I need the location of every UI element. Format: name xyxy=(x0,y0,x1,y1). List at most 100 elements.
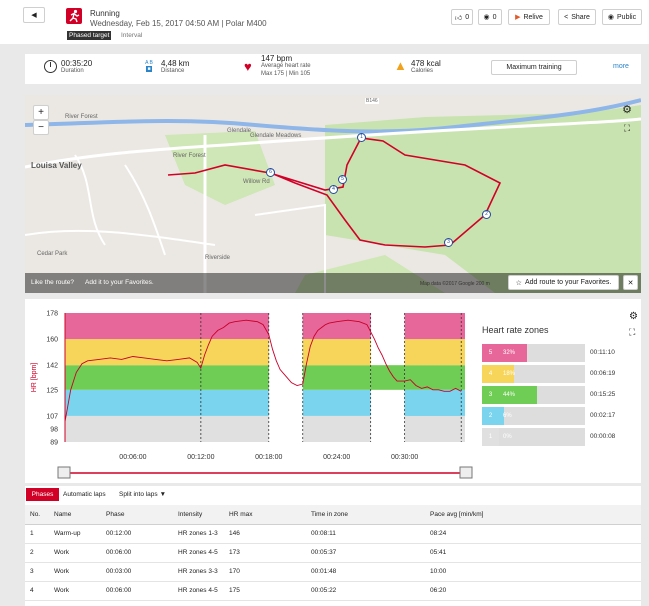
zone-row: 4 18% xyxy=(482,365,585,383)
route-map[interactable]: River Forest Louisa Valley Glendale Glen… xyxy=(25,95,641,293)
zone-number: 4 xyxy=(482,365,499,383)
share-button[interactable]: < Share xyxy=(558,9,596,25)
y-axis-label: HR [bpm] xyxy=(31,363,38,393)
x-tick-label: 00:18:00 xyxy=(255,454,282,461)
col-intensity[interactable]: Intensity xyxy=(173,505,224,525)
table-row[interactable]: 1 Warm-up 00:12:00 HR zones 1-3 146 00:08:11 0… xyxy=(25,524,641,544)
zoom-out-button[interactable]: − xyxy=(33,120,49,135)
chart-settings-gear-icon[interactable]: ⚙ xyxy=(629,311,638,322)
map-label-willow: Willow Rd xyxy=(243,179,270,185)
zone-row: 5 32% xyxy=(482,344,585,362)
laps-table: No. Name Phase Intensity HR max Time in … xyxy=(25,505,641,601)
fullscreen-icon[interactable]: ⛶ xyxy=(623,123,631,133)
lap-marker[interactable]: 3 xyxy=(444,238,453,247)
zone-number: 2 xyxy=(482,407,499,425)
more-link[interactable]: more xyxy=(613,63,629,70)
map-label-river-forest: River Forest xyxy=(65,114,98,120)
x-tick-label: 00:30:00 xyxy=(391,454,418,461)
col-hr-max[interactable]: HR max xyxy=(224,505,306,525)
settings-gear-icon[interactable]: ⚙ xyxy=(622,104,632,116)
y-tick-label: 142 xyxy=(46,363,58,370)
y-tick-label: 107 xyxy=(46,413,58,420)
col-no[interactable]: No. xyxy=(25,505,49,525)
chart-fullscreen-icon[interactable]: ⛶ xyxy=(629,327,636,337)
back-button[interactable]: ◀ xyxy=(23,7,45,23)
lap-marker[interactable]: 5 xyxy=(338,175,347,184)
lap-marker[interactable]: 1 xyxy=(357,133,366,142)
relive-button[interactable]: ▶ Relive xyxy=(508,9,550,25)
zone-number: 3 xyxy=(482,386,499,404)
range-slider-handle-left xyxy=(57,466,71,479)
col-time-in-zone[interactable]: Time in zone xyxy=(306,505,425,525)
distance-label: Distance xyxy=(161,68,185,74)
lap-marker[interactable]: 4 xyxy=(329,185,338,194)
zone-time: 00:00:08 xyxy=(590,433,616,440)
lap-marker[interactable]: 2 xyxy=(482,210,491,219)
comment-button[interactable]: ◉ 0 xyxy=(478,9,502,25)
map-label-glendale-meadows: Glendale Meadows xyxy=(250,133,302,139)
maximum-training-button[interactable]: Maximum training xyxy=(491,60,577,75)
zone-row: 1 0% xyxy=(482,428,585,446)
tab-split-into-laps[interactable]: Split into laps ▼ xyxy=(119,491,167,498)
lap-marker[interactable]: 6 xyxy=(266,168,275,177)
add-route-button[interactable]: ☆ Add route to your Favorites. xyxy=(508,275,619,290)
comment-icon: ◉ xyxy=(483,14,490,21)
public-button[interactable]: ◉ Public xyxy=(602,9,642,25)
phase-target-band xyxy=(200,313,269,340)
phase-target-band xyxy=(370,365,405,390)
duration-label: Duration xyxy=(61,68,84,74)
tab-phases[interactable]: Phases xyxy=(26,488,59,501)
zone-time: 00:02:17 xyxy=(590,412,616,419)
zoom-in-button[interactable]: + xyxy=(33,105,49,120)
heart-icon: ♥ xyxy=(244,59,252,74)
table-header-row: No. Name Phase Intensity HR max Time in … xyxy=(25,505,641,525)
badge-subtitle: Interval xyxy=(121,32,143,39)
phase-target-band xyxy=(404,389,462,416)
calories-label: Calories xyxy=(411,68,434,74)
distance-icon: A B ■ xyxy=(145,60,153,72)
map-label-glendale: Glendale xyxy=(227,128,252,134)
favorites-banner-link[interactable]: Add it to your Favorites. xyxy=(85,279,154,286)
stats-bar: 00:35:20 Duration A B ■ 4,48 km Distance … xyxy=(25,54,641,84)
close-banner-button[interactable]: ✕ xyxy=(623,275,638,290)
x-tick-label: 00:12:00 xyxy=(187,454,214,461)
zone-row: 3 44% xyxy=(482,386,585,404)
favorites-banner-text: Like the route? xyxy=(31,279,75,286)
laps-panel: Phases Automatic laps Split into laps▼ ◀… xyxy=(25,486,641,606)
sport-name: Running xyxy=(90,9,120,18)
x-tick-label: 00:06:00 xyxy=(119,454,146,461)
col-phase[interactable]: Phase xyxy=(101,505,173,525)
calories-value: 478 kcal xyxy=(411,59,441,68)
map-label-louisa-valley: Louisa Valley xyxy=(31,161,82,170)
map-copyright: Map data ©2017 Google 200 m xyxy=(420,281,490,287)
map-label-river-forest-2: River Forest xyxy=(173,153,206,159)
session-subtitle: Wednesday, Feb 15, 2017 04:50 AM | Polar… xyxy=(90,19,267,28)
table-row[interactable]: 3 Work 00:03:00 HR zones 3-3 170 00:01:48 10:0… xyxy=(25,562,641,582)
running-icon xyxy=(66,8,82,24)
zone-row: 2 6% xyxy=(482,407,585,425)
zone-legend-title: Heart rate zones xyxy=(482,325,549,335)
phase-target-band xyxy=(302,313,371,340)
zone-time: 00:15:25 xyxy=(590,391,616,398)
y-tick-label: 178 xyxy=(46,311,58,318)
zone-percent-bar: 18% xyxy=(499,365,515,383)
y-tick-label: 98 xyxy=(50,426,58,433)
thumbs-up-icon: 👍︎ xyxy=(454,14,463,22)
table-row[interactable]: 2 Work 00:06:00 HR zones 4-5 173 00:05:37 05:4… xyxy=(25,543,641,563)
star-icon: ☆ xyxy=(515,279,522,287)
col-pace[interactable]: Pace avg [min/km] xyxy=(425,505,641,525)
favorites-banner xyxy=(25,273,641,293)
table-row[interactable]: 4 Work 00:06:00 HR zones 4-5 175 00:05:22 06:2… xyxy=(25,581,641,601)
like-button[interactable]: 👍︎ 0 xyxy=(451,9,473,25)
zone-time: 00:11:10 xyxy=(590,349,615,356)
zone-number: 1 xyxy=(482,428,499,446)
back-icon: ◀ xyxy=(31,12,37,19)
stopwatch-icon xyxy=(44,60,57,73)
share-icon: < xyxy=(564,13,569,21)
distance-value: 4,48 km xyxy=(161,59,190,68)
tab-automatic-laps[interactable]: Automatic laps xyxy=(63,491,106,498)
col-name[interactable]: Name xyxy=(49,505,101,525)
hr-value: 147 bpm xyxy=(261,54,293,63)
phased-target-badge: Phased target xyxy=(67,31,112,40)
